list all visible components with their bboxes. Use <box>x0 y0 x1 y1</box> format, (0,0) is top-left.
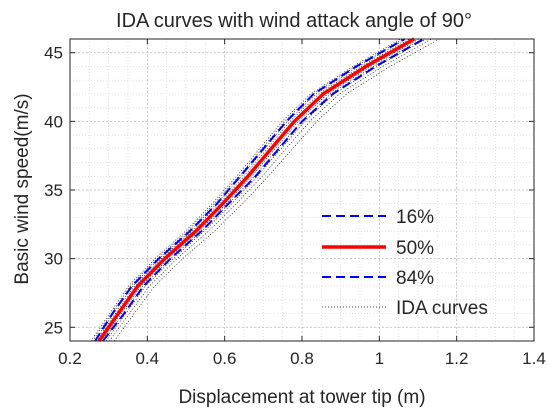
x-tick-label: 0.8 <box>290 349 314 368</box>
y-tick-label: 35 <box>44 181 63 200</box>
ida-curve-line <box>105 38 426 342</box>
y-tick-label: 30 <box>44 250 63 269</box>
x-axis-ticks: 0.2 0.4 0.6 0.8 1 1.2 1.4 <box>58 39 546 368</box>
y-axis-label: Basic wind speed(m/s) <box>12 93 33 284</box>
x-tick-label: 1.4 <box>522 349 546 368</box>
legend-label: 84% <box>396 268 434 289</box>
ida-curve-line <box>95 38 410 342</box>
x-tick-label: 0.4 <box>136 349 160 368</box>
legend-label: 50% <box>396 238 434 259</box>
series-line-50pct <box>97 37 415 343</box>
y-tick-label: 40 <box>44 112 63 131</box>
y-tick-label: 25 <box>44 318 63 337</box>
series-line-16pct <box>94 38 405 342</box>
x-axis-label: Displacement at tower tip (m) <box>178 387 425 408</box>
x-tick-label: 0.6 <box>213 349 237 368</box>
legend-label: 16% <box>396 207 434 228</box>
ida-curve-line <box>101 38 419 342</box>
percentile-series <box>94 37 425 343</box>
legend-label: IDA curves <box>396 298 488 319</box>
x-tick-label: 1.2 <box>445 349 469 368</box>
y-tick-label: 45 <box>44 44 63 63</box>
chart-title: IDA curves with wind attack angle of 90° <box>116 10 472 32</box>
legend: 16% 50% 84% IDA curves <box>322 207 488 319</box>
x-tick-label: 1 <box>375 349 384 368</box>
ida-curve-line <box>113 38 440 342</box>
y-axis-ticks: 25 30 35 40 45 <box>44 44 534 337</box>
x-tick-label: 0.2 <box>58 349 82 368</box>
series-line-84pct <box>102 38 425 342</box>
